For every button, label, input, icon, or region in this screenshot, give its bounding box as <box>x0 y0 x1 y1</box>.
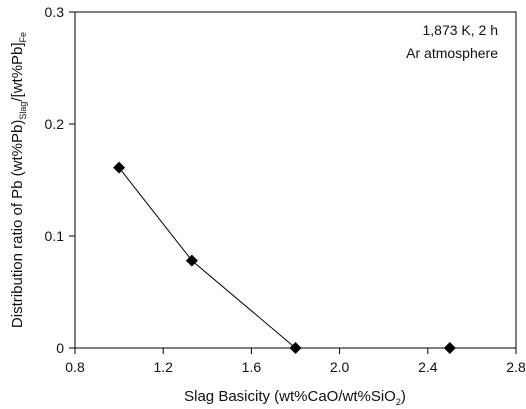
y-tick-label: 0 <box>56 340 64 356</box>
x-axis-title: Slag Basicity (wt%CaO/wt%SiO2) <box>184 388 406 407</box>
annotation-line-1: 1,873 K, 2 h <box>422 22 498 38</box>
data-point-marker <box>113 161 126 174</box>
x-axis-ticks: 0.8 1.2 1.6 2.0 2.4 2.8 <box>65 348 526 375</box>
annotation-line-2: Ar atmosphere <box>406 45 498 61</box>
y-tick-label: 0.2 <box>45 116 65 132</box>
data-series <box>113 161 456 354</box>
y-tick-label: 0.1 <box>45 228 65 244</box>
y-axis-ticks: 0 0.1 0.2 0.3 <box>45 4 75 356</box>
plot-axes <box>74 11 517 349</box>
data-point-marker <box>185 254 198 267</box>
x-tick-label: 0.8 <box>65 359 85 375</box>
x-tick-label: 1.2 <box>153 359 173 375</box>
x-tick-label: 2.0 <box>330 359 350 375</box>
x-tick-label: 2.4 <box>418 359 438 375</box>
plot-frame <box>74 11 517 349</box>
x-tick-label: 2.8 <box>506 359 526 375</box>
y-axis-title: Distribution ratio of Pb (wt%Pb)Slag/[wt… <box>9 32 28 328</box>
data-point-marker <box>289 342 302 354</box>
data-point-marker <box>443 342 456 354</box>
x-tick-label: 1.6 <box>242 359 262 375</box>
y-tick-label: 0.3 <box>45 4 65 20</box>
series-line <box>118 167 296 349</box>
